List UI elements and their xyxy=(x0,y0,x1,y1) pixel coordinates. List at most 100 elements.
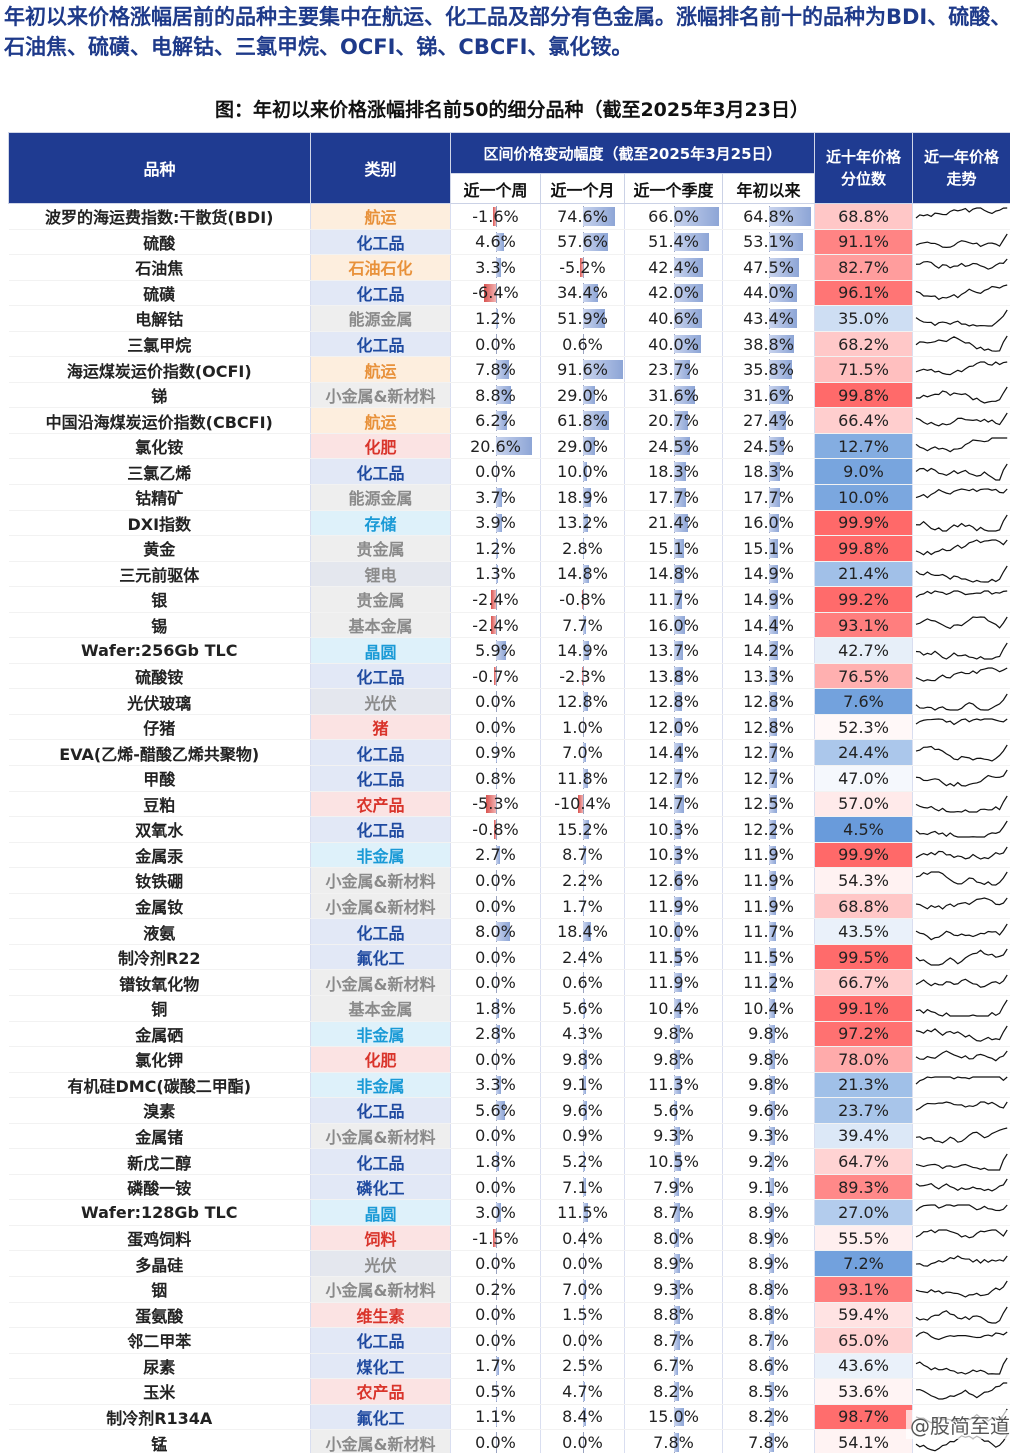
sparkline-svg xyxy=(915,360,1008,375)
sparkline-svg xyxy=(915,769,1008,788)
row-trend-sparkline xyxy=(912,356,1010,383)
change-value: 8.9% xyxy=(748,1228,789,1248)
row-trend-sparkline xyxy=(912,1046,1010,1073)
change-value: 0.0% xyxy=(475,947,516,967)
sparkline-path xyxy=(915,1203,1008,1211)
row-trend-sparkline xyxy=(912,1378,1010,1405)
sparkline-path xyxy=(915,769,1008,788)
change-bar xyxy=(582,1356,584,1376)
change-value: 0.0% xyxy=(475,717,516,737)
row-quarter: 14.4% xyxy=(624,739,723,767)
change-bar xyxy=(768,283,798,303)
zero-axis xyxy=(495,614,497,636)
change-bar xyxy=(673,1050,681,1069)
row-percentile: 57.0% xyxy=(814,791,913,818)
change-bar xyxy=(673,922,681,941)
change-bar xyxy=(673,1305,680,1325)
table-row: EVA(乙烯-醋酸乙烯共聚物) 化工品 0.9% 7.0% 14.4% 12.7% 24.4… xyxy=(8,739,1010,767)
change-value: 0.0% xyxy=(562,1254,603,1274)
change-value: 5.2% xyxy=(562,1152,603,1171)
change-value: 8.4% xyxy=(562,1407,603,1427)
row-category: 化工品 xyxy=(310,816,451,843)
row-name: 硫酸铵 xyxy=(8,663,311,690)
change-value: 61.8% xyxy=(557,411,608,431)
row-category: 晶圆 xyxy=(310,1199,451,1226)
change-value: 18.3% xyxy=(648,462,699,482)
row-week: 0.0% xyxy=(450,969,541,996)
zero-axis xyxy=(495,1176,497,1198)
change-value: 13.3% xyxy=(743,666,794,686)
row-category: 小金属&新材料 xyxy=(310,893,451,920)
row-quarter: 12.0% xyxy=(624,714,723,741)
row-percentile: 59.4% xyxy=(814,1302,913,1329)
header-trend-label: 近一年价格走势 xyxy=(923,148,999,188)
change-value: 0.0% xyxy=(475,334,516,354)
row-month: 4.7% xyxy=(540,1378,625,1405)
row-quarter: 24.5% xyxy=(624,433,723,460)
change-value: 5.6% xyxy=(475,1100,516,1120)
change-value: 3.7% xyxy=(475,487,516,507)
row-category: 磷化工 xyxy=(310,1174,451,1201)
zero-axis xyxy=(582,257,584,278)
row-ytd: 64.8% xyxy=(722,203,815,230)
change-value: 0.0% xyxy=(562,1330,603,1350)
change-value: 7.0% xyxy=(562,1279,603,1299)
row-month: 9.1% xyxy=(540,1072,625,1099)
row-name: 海运煤炭运价指数(OCFI) xyxy=(8,356,311,383)
intro-paragraph: 年初以来价格涨幅居前的品种主要集中在航运、化工品及部分有色金属。涨幅排名前十的品… xyxy=(4,5,1012,59)
change-bar xyxy=(582,743,586,763)
change-value: 23.7% xyxy=(648,360,699,380)
change-value: -5.3% xyxy=(472,794,519,814)
change-value: 9.1% xyxy=(748,1177,789,1197)
row-week: 1.1% xyxy=(450,1404,541,1431)
change-value: 11.3% xyxy=(648,1075,699,1095)
change-value: 29.0% xyxy=(557,385,608,405)
row-name: 仔猪 xyxy=(8,714,311,741)
change-value: 10.3% xyxy=(648,819,699,839)
change-bar xyxy=(768,947,776,967)
row-month: 0.0% xyxy=(540,1250,625,1277)
change-bar xyxy=(673,309,702,328)
row-name: 金属汞 xyxy=(8,842,311,869)
row-percentile: 76.5% xyxy=(814,663,913,690)
row-ytd: 44.0% xyxy=(722,280,815,307)
table-row: 豆粕 农产品 -5.3% -10.4% 14.7% 12.5% 57.0% xyxy=(8,791,1010,818)
change-bar xyxy=(768,998,776,1018)
row-name: Wafer:256Gb TLC xyxy=(8,637,311,664)
row-month: 57.6% xyxy=(540,229,625,256)
zero-axis xyxy=(495,972,497,993)
change-value: 8.8% xyxy=(653,1305,694,1325)
change-bar xyxy=(768,641,778,660)
row-month: -0.8% xyxy=(540,586,625,613)
change-value: 3.3% xyxy=(475,257,516,277)
sparkline-svg xyxy=(915,463,1008,481)
row-ytd: 31.6% xyxy=(722,382,815,409)
row-percentile: 23.7% xyxy=(814,1097,913,1124)
change-value: 6.7% xyxy=(653,1356,694,1376)
change-value: 29.0% xyxy=(557,436,608,456)
change-value: 31.6% xyxy=(743,385,794,405)
change-bar xyxy=(768,411,787,430)
change-bar xyxy=(768,743,777,763)
row-month: 9.8% xyxy=(540,1046,625,1073)
change-value: 6.2% xyxy=(475,411,516,431)
change-value: 12.7% xyxy=(743,743,794,763)
change-value: 40.6% xyxy=(648,308,699,328)
row-percentile: 99.2% xyxy=(814,586,913,613)
row-quarter: 11.5% xyxy=(624,944,723,971)
row-name: 钕铁硼 xyxy=(8,867,311,894)
sparkline-svg xyxy=(915,207,1008,219)
zero-axis xyxy=(582,1253,584,1274)
change-value: 12.8% xyxy=(557,692,608,712)
row-quarter: 10.0% xyxy=(624,918,723,945)
change-bar xyxy=(673,488,686,507)
row-name: 溴素 xyxy=(8,1097,311,1124)
row-name: Wafer:128Gb TLC xyxy=(8,1199,311,1226)
sparkline-svg xyxy=(915,795,1008,813)
change-bar xyxy=(768,334,794,354)
change-value: 53.1% xyxy=(743,232,794,252)
change-value: 9.2% xyxy=(748,1152,789,1171)
row-name: 三元前驱体 xyxy=(8,561,311,588)
change-value: 13.8% xyxy=(648,666,699,686)
row-percentile: 54.1% xyxy=(814,1429,913,1453)
